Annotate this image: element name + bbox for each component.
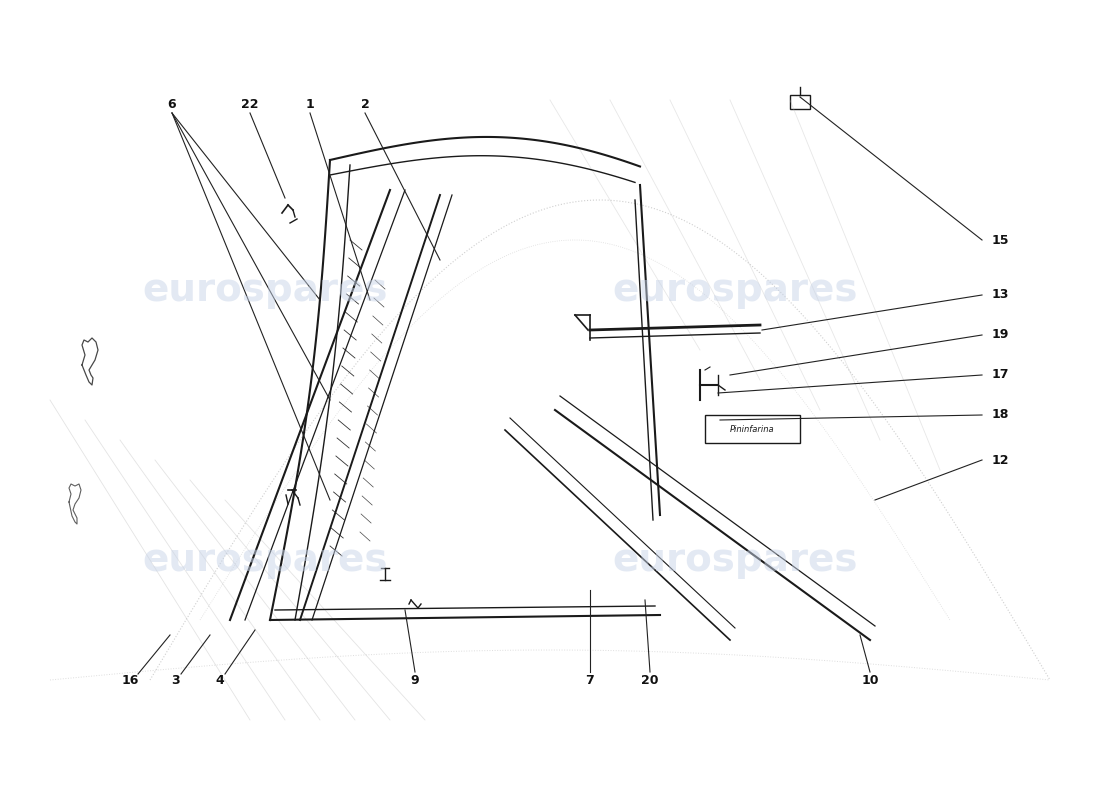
Text: 17: 17: [991, 369, 1009, 382]
Bar: [790, 95, 810, 109]
Text: 16: 16: [121, 674, 139, 686]
Text: 7: 7: [585, 674, 594, 686]
Text: 3: 3: [170, 674, 179, 686]
Text: 1: 1: [306, 98, 315, 111]
Text: 13: 13: [991, 289, 1009, 302]
Text: Pininfarina: Pininfarina: [729, 425, 774, 434]
Text: eurospares: eurospares: [142, 541, 387, 579]
Bar: [705, 415, 800, 443]
Text: 19: 19: [991, 329, 1009, 342]
Text: 15: 15: [991, 234, 1009, 246]
Text: 20: 20: [641, 674, 659, 686]
Text: 4: 4: [216, 674, 224, 686]
Text: 9: 9: [410, 674, 419, 686]
Text: 6: 6: [167, 98, 176, 111]
Text: 12: 12: [991, 454, 1009, 466]
Text: eurospares: eurospares: [613, 271, 858, 309]
Text: eurospares: eurospares: [142, 271, 387, 309]
Text: eurospares: eurospares: [613, 541, 858, 579]
Text: 22: 22: [241, 98, 258, 111]
Text: 18: 18: [991, 409, 1009, 422]
Text: 2: 2: [361, 98, 370, 111]
Text: 10: 10: [861, 674, 879, 686]
